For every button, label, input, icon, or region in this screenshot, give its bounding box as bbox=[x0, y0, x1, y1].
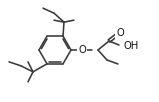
Text: O: O bbox=[78, 45, 86, 55]
Text: O: O bbox=[116, 28, 124, 38]
Text: OH: OH bbox=[124, 41, 139, 51]
